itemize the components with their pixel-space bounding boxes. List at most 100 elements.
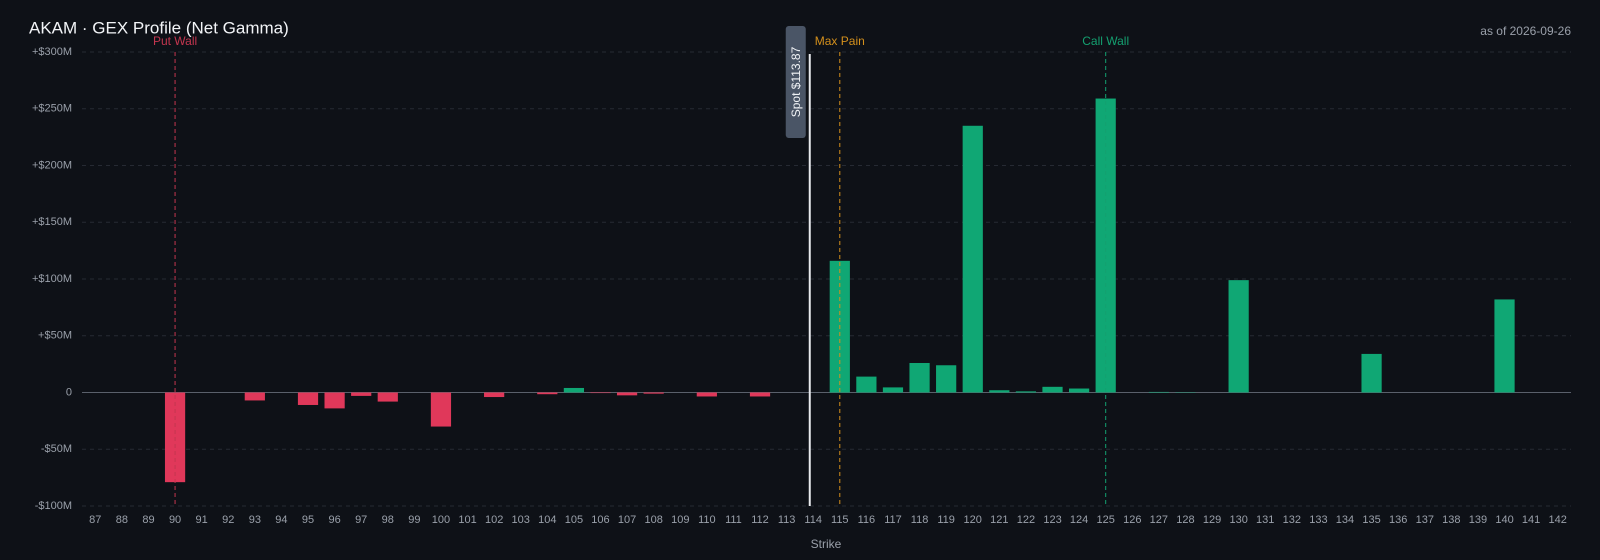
y-tick-label: +$200M (32, 159, 72, 171)
x-tick-label: 138 (1442, 514, 1460, 526)
x-tick-label: 117 (884, 514, 902, 526)
x-tick-label: 113 (778, 514, 796, 526)
bar (909, 362, 930, 393)
x-tick-label: 100 (432, 514, 450, 526)
marker-label: Call Wall (1082, 34, 1129, 48)
x-tick-label: 122 (1017, 514, 1035, 526)
bar (563, 387, 585, 393)
bar (962, 125, 983, 393)
x-tick-label: 134 (1336, 514, 1354, 526)
x-tick-label: 129 (1203, 514, 1221, 526)
x-tick-label: 107 (618, 514, 636, 526)
chart-subtitle: as of 2026-09-26 (1480, 24, 1571, 38)
x-tick-label: 110 (698, 514, 716, 526)
y-tick-label: 0 (66, 386, 72, 398)
x-tick-label: 93 (249, 514, 261, 526)
bar (430, 392, 452, 427)
x-tick-label: 132 (1283, 514, 1301, 526)
x-tick-label: 119 (937, 514, 955, 526)
x-tick-label: 105 (565, 514, 583, 526)
x-tick-label: 98 (382, 514, 394, 526)
bar (882, 387, 904, 393)
x-tick-label: 128 (1176, 514, 1194, 526)
x-tick-label: 101 (458, 514, 476, 526)
x-tick-label: 126 (1123, 514, 1141, 526)
x-tick-label: 97 (355, 514, 367, 526)
y-tick-label: -$50M (41, 443, 72, 455)
x-tick-label: 125 (1097, 514, 1115, 526)
x-tick-label: 133 (1309, 514, 1327, 526)
bar (1494, 299, 1515, 393)
x-tick-label: 121 (990, 514, 1008, 526)
x-tick-label: 123 (1043, 514, 1061, 526)
y-tick-label: +$50M (38, 330, 72, 342)
x-tick-label: 131 (1256, 514, 1274, 526)
x-tick-label: 111 (725, 514, 742, 526)
bar (643, 392, 664, 394)
x-tick-label: 112 (751, 514, 769, 526)
y-tick-label: +$150M (32, 216, 72, 228)
x-tick-label: 135 (1362, 514, 1380, 526)
bar (297, 392, 319, 405)
y-tick-label: +$250M (32, 103, 72, 115)
bar (936, 365, 957, 393)
x-tick-label: 102 (485, 514, 503, 526)
x-tick-label: 108 (644, 514, 662, 526)
x-tick-label: 142 (1549, 514, 1567, 526)
x-tick-label: 127 (1150, 514, 1168, 526)
x-tick-label: 96 (328, 514, 340, 526)
bar (749, 392, 771, 397)
bar (244, 392, 265, 401)
x-tick-label: 120 (964, 514, 982, 526)
x-tick-label: 140 (1495, 514, 1513, 526)
x-axis-label: Strike (811, 537, 842, 551)
x-tick-label: 109 (671, 514, 689, 526)
bar (989, 390, 1010, 393)
spot-label: Spot $113.87 (789, 46, 803, 117)
bar (484, 392, 505, 398)
spot-label-group: Spot $113.87 (785, 26, 806, 138)
bar (1361, 353, 1382, 393)
x-tick-label: 92 (222, 514, 234, 526)
x-tick-label: 139 (1469, 514, 1487, 526)
x-tick-label: 106 (591, 514, 609, 526)
bar (616, 392, 638, 396)
x-tick-label: 115 (831, 514, 849, 526)
x-tick-label: 89 (142, 514, 154, 526)
marker-label: Put Wall (153, 34, 197, 48)
y-tick-label: +$100M (32, 273, 72, 285)
bar (856, 376, 877, 393)
bar (696, 392, 717, 397)
x-tick-label: 94 (275, 514, 287, 526)
bar (1228, 280, 1249, 393)
x-tick-label: 137 (1416, 514, 1434, 526)
x-tick-label: 91 (196, 514, 208, 526)
x-tick-label: 103 (512, 514, 530, 526)
x-tick-label: 88 (116, 514, 128, 526)
spot-label-box (785, 26, 806, 138)
bar (1148, 391, 1169, 393)
x-tick-label: 141 (1522, 514, 1540, 526)
y-tick-label: +$300M (32, 46, 72, 58)
bar (377, 392, 398, 402)
x-tick-label: 118 (911, 514, 929, 526)
x-tick-label: 99 (408, 514, 420, 526)
x-tick-label: 90 (169, 514, 181, 526)
bar (1095, 98, 1116, 393)
x-tick-label: 114 (804, 514, 822, 526)
x-tick-label: 104 (538, 514, 556, 526)
y-tick-label: -$100M (35, 500, 72, 512)
bar (324, 392, 345, 409)
x-tick-label: 116 (858, 514, 876, 526)
bar (351, 392, 372, 396)
x-tick-label: 136 (1389, 514, 1407, 526)
x-tick-label: 87 (89, 514, 101, 526)
marker-label: Max Pain (815, 34, 865, 48)
x-tick-label: 95 (302, 514, 314, 526)
x-tick-label: 130 (1229, 514, 1247, 526)
bar (1015, 391, 1037, 393)
bar (1042, 386, 1063, 393)
bar (590, 392, 611, 394)
bar (1068, 388, 1090, 393)
